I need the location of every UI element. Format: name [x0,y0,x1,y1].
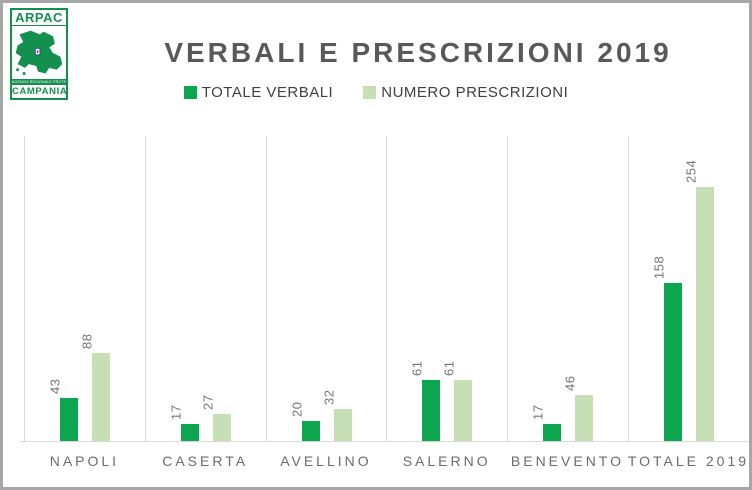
arpac-logo-strip: AGENZIA REGIONALE PROTEZIONE AMBIENTALE [12,79,66,85]
category-slot: 20 32 [265,136,387,441]
bar-group: 158 [651,249,683,441]
bar-group: 46 [562,361,594,441]
bar-value-label: 27 [200,394,216,410]
bar-value-label: 43 [47,378,63,394]
x-axis-line [20,441,749,442]
bar-value-label: 61 [409,360,425,376]
legend-label: TOTALE VERBALI [201,84,334,101]
category-label: TOTALE 2019 [627,453,750,469]
legend-item-numero-prescrizioni: NUMERO PRESCRIZIONI [363,84,568,101]
bar-value-label: 88 [79,333,95,349]
bar-group: 20 [289,387,320,441]
category-label: SALERNO [402,453,491,469]
bar-numero-prescrizioni [575,395,594,441]
arpac-logo-title: ARPAC [12,10,66,26]
bar-value-label: 17 [530,404,546,420]
category-axis: NAPOLI CASERTA AVELLINO SALERNO BENEVENTO TOT… [24,453,749,469]
legend-label: NUMERO PRESCRIZIONI [381,84,569,101]
bar-group: 61 [441,346,473,441]
category-slot: 158 254 [628,136,749,441]
bar-group: 27 [200,380,231,441]
arpac-logo: ARPAC AGENZIA REGIONALE PROTEZIONE AMBIE… [10,8,68,100]
category-slot: 61 61 [386,136,507,441]
legend-swatch-lightgreen-icon [363,86,377,99]
bar-value-label: 61 [441,360,457,376]
bar-group: 43 [47,364,78,441]
bar-numero-prescrizioni [91,353,110,441]
bar-value-label: 158 [651,255,667,279]
bar-totale-verbali [180,424,199,441]
bar-numero-prescrizioni [696,187,715,441]
category-slot: 17 46 [507,136,628,441]
bar-totale-verbali [59,398,78,441]
arpac-logo-region: CAMPANIA [12,86,68,97]
campania-map-icon [12,26,66,79]
bar-totale-verbali [422,380,441,441]
chart-stage: ARPAC AGENZIA REGIONALE PROTEZIONE AMBIE… [3,3,749,487]
category-label: CASERTA [162,453,249,469]
legend-swatch-green-icon [183,86,197,99]
bar-totale-verbali [664,283,683,441]
plot-area: 43 88 17 27 20 32 61 61 17 46 158 254 [24,136,749,441]
bar-value-label: 32 [321,389,337,405]
bar-numero-prescrizioni [454,380,473,441]
legend-item-totale-verbali: TOTALE VERBALI [183,84,334,101]
bar-totale-verbali [543,424,562,441]
category-label: BENEVENTO [510,453,624,469]
bar-value-label: 20 [289,401,305,417]
bar-group: 32 [321,375,352,441]
bar-group: 88 [79,319,110,441]
bar-group: 17 [530,390,562,441]
category-label: AVELLINO [280,453,372,469]
category-label: NAPOLI [49,453,120,469]
category-slot: 17 27 [144,136,266,441]
bar-numero-prescrizioni [212,414,231,441]
bar-value-label: 46 [562,375,578,391]
bar-group: 17 [168,390,199,441]
chart-title: VERBALI E PRESCRIZIONI 2019 [164,37,672,68]
bar-totale-verbali [301,421,320,441]
bar-group: 61 [409,346,441,441]
bar-numero-prescrizioni [333,409,352,441]
category-slot: 43 88 [24,136,145,441]
chart-legend: TOTALE VERBALI NUMERO PRESCRIZIONI [3,84,749,101]
bar-group: 254 [683,153,715,441]
bar-value-label: 17 [168,404,184,420]
bar-value-label: 254 [683,159,699,183]
